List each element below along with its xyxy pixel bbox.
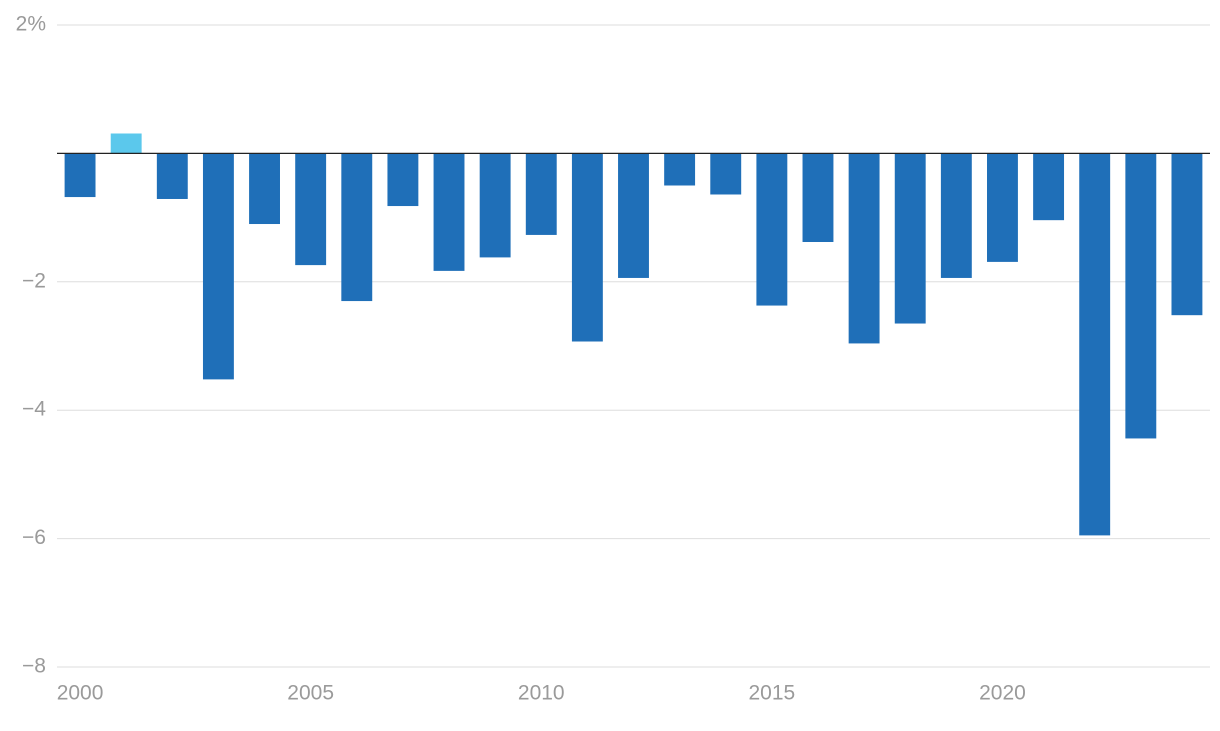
bar [1033,153,1065,221]
x-tick-label: 2000 [57,682,104,705]
bar [802,153,834,242]
bar [1171,153,1203,316]
bar [1125,153,1157,439]
x-tick-label: 2015 [749,682,796,705]
bar [1079,153,1111,536]
bar [664,153,696,186]
bar [894,153,926,324]
bar [710,153,742,195]
bar [202,153,234,380]
bar [387,153,419,207]
bar [156,153,188,199]
y-tick-label: −8 [22,655,46,678]
y-tick-label: 2% [16,13,46,36]
bar [64,153,96,198]
bar [249,153,280,225]
bar [433,153,465,271]
x-tick-label: 2010 [518,682,565,705]
bar [618,153,649,278]
bar [479,153,511,258]
bar [341,153,373,302]
bar [756,153,788,306]
bar [295,153,327,266]
y-tick-label: −2 [22,269,46,292]
bar [571,153,603,342]
bar [848,153,880,344]
x-tick-label: 2020 [979,682,1026,705]
bar [525,153,557,235]
bar [110,133,142,154]
x-tick-label: 2005 [287,682,334,705]
bar [940,153,972,278]
y-tick-label: −6 [22,526,46,549]
y-tick-label: −4 [22,398,46,421]
bar [987,153,1018,262]
